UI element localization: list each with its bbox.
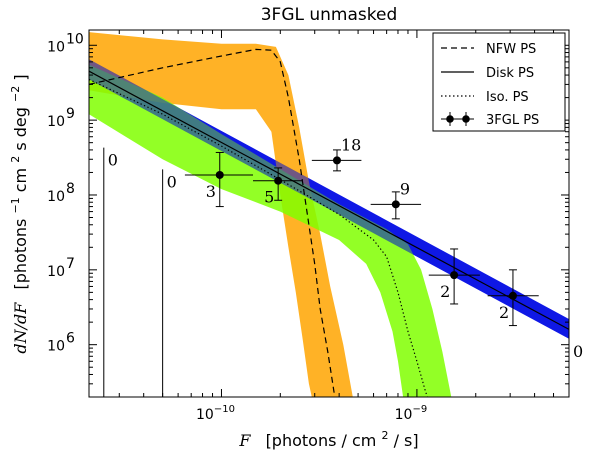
- band-nfw-ps: [89, 32, 353, 397]
- point-marker: [391, 200, 400, 209]
- y-axis-text2: cm: [11, 168, 30, 192]
- y-axis-var: dN/dF: [11, 302, 30, 354]
- data-point: [487, 269, 539, 327]
- point-count: 2: [499, 303, 509, 322]
- x-axis-text: [photons / cm: [266, 431, 377, 450]
- line-iso-ps: [89, 78, 428, 397]
- data-point: [311, 149, 362, 172]
- y-tick-exp: 9: [66, 106, 75, 122]
- point-marker: [332, 156, 341, 165]
- point-count: 5: [264, 188, 274, 207]
- data-point: [370, 191, 422, 220]
- y-axis-label: dN/dF [photons −1 cm 2 s deg −2 ]: [4, 74, 30, 353]
- y-axis-text: [photons: [11, 219, 30, 290]
- upper-limit-bars: [103, 147, 569, 397]
- line-disk-ps: [89, 70, 569, 330]
- uncertainty-bands: [89, 32, 569, 397]
- y-tick-label: 10: [47, 39, 65, 55]
- point-count: 2: [440, 282, 450, 301]
- y-tick-label: 10: [47, 264, 65, 280]
- line-nfw-ps: [89, 48, 336, 397]
- x-axis-tail: / s]: [394, 431, 419, 450]
- data-point: [428, 248, 480, 305]
- y-tick-exp: 6: [66, 331, 75, 347]
- x-tick-label: 10−9: [395, 404, 428, 423]
- upper-limit-count: 0: [573, 342, 583, 361]
- data-point: [253, 167, 303, 201]
- y-axis-text3: s deg: [11, 107, 30, 151]
- y-tick-label: 10: [47, 339, 65, 355]
- legend-label-3fgl: 3FGL PS: [486, 113, 539, 128]
- legend-box: [432, 32, 566, 132]
- y-tick-exp: 10: [66, 31, 84, 47]
- y-tick-label: 10: [47, 189, 65, 205]
- x-axis-var: F: [238, 431, 251, 450]
- y-tick-exp: 8: [66, 181, 75, 197]
- point-count: 9: [400, 179, 410, 198]
- legend-label-nfw: NFW PS: [486, 42, 536, 57]
- x-axis-label: F [photons / cm 2 / s]: [238, 424, 418, 450]
- data-points: 0 0 0 3 5 18 9 2 2: [108, 135, 583, 360]
- x-axis-sup: 2: [381, 429, 388, 442]
- point-count: 3: [206, 182, 216, 201]
- y-axis-text4: ]: [11, 74, 30, 80]
- legend-swatch-3fgl: [441, 112, 474, 126]
- point-count: 18: [341, 135, 361, 154]
- band-iso-ps: [89, 64, 452, 397]
- chart-title: 3FGL unmasked: [261, 5, 398, 25]
- legend-label-iso: Iso. PS: [486, 90, 529, 105]
- y-axis-sup2: 2: [9, 156, 22, 163]
- upper-limit-count: 0: [108, 151, 118, 170]
- legend: NFW PS Disk PS Iso. PS 3FGL PS: [432, 32, 566, 132]
- point-marker: [508, 291, 517, 300]
- legend-label-disk: Disk PS: [486, 66, 534, 81]
- band-disk-overlay: [89, 59, 569, 339]
- plot-frame: [88, 29, 570, 398]
- x-tick-label: 10−10: [196, 404, 235, 423]
- point-marker: [215, 170, 224, 179]
- y-tick-exp: 7: [66, 256, 75, 272]
- data-point: [184, 151, 254, 208]
- y-tick-label: 10: [47, 114, 65, 130]
- y-axis-sup3: −2: [9, 86, 22, 102]
- point-marker: [450, 271, 459, 280]
- y-axis-sup1: −1: [9, 197, 22, 213]
- series-lines: [89, 48, 569, 397]
- point-marker: [274, 176, 283, 185]
- upper-limit-count: 0: [167, 172, 177, 191]
